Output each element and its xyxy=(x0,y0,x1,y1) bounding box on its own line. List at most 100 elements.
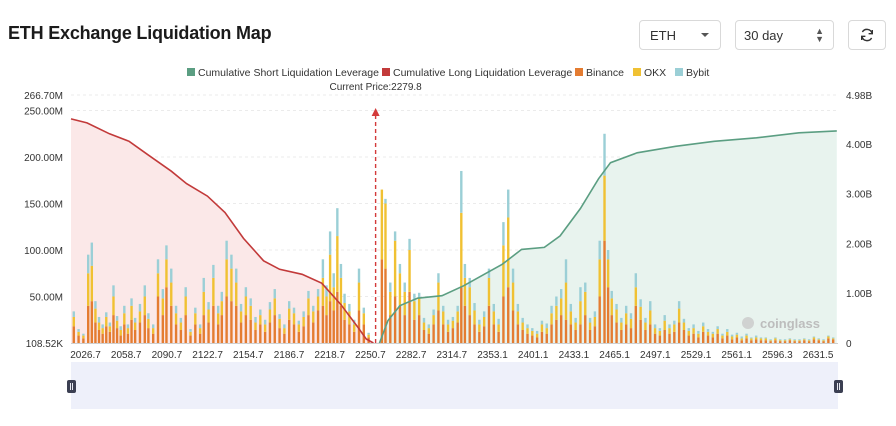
bar-binance xyxy=(198,333,202,343)
bar-binance xyxy=(706,335,710,343)
bar-okx xyxy=(292,313,296,325)
bar-okx xyxy=(663,320,666,330)
bar-okx xyxy=(87,273,90,306)
bar-binance xyxy=(759,340,763,343)
bar-bybit xyxy=(138,303,142,312)
bar-bybit xyxy=(254,316,257,323)
bar-binance xyxy=(72,326,75,343)
bar-okx xyxy=(156,273,160,297)
bar-okx xyxy=(393,240,397,297)
bar-okx xyxy=(497,324,500,332)
bar-okx xyxy=(759,338,763,341)
bar-okx xyxy=(559,298,563,316)
bar-bybit xyxy=(697,330,700,334)
range-slider-right-handle[interactable] xyxy=(834,380,843,393)
bar-binance xyxy=(82,338,85,343)
bar-binance xyxy=(189,335,192,343)
bar-binance xyxy=(207,322,210,343)
period-select[interactable]: 30 day ▲ ▼ xyxy=(735,20,834,50)
bar-okx xyxy=(603,175,606,241)
bar-bybit xyxy=(398,263,402,274)
bar-bybit xyxy=(535,330,539,334)
bar-okx xyxy=(321,277,325,306)
bar-okx xyxy=(726,331,729,336)
bar-bybit xyxy=(297,320,301,325)
bar-okx xyxy=(644,322,647,330)
bar-binance xyxy=(94,322,97,343)
bar-binance xyxy=(235,305,238,343)
bar-binance xyxy=(108,331,112,343)
bar-bybit xyxy=(367,332,370,335)
bar-bybit xyxy=(550,305,553,314)
bar-binance xyxy=(212,305,215,343)
bar-binance xyxy=(126,333,130,343)
bar-binance xyxy=(769,341,772,343)
x-tick-label: 2353.1 xyxy=(477,350,508,361)
bar-binance xyxy=(393,296,397,343)
bar-binance xyxy=(653,333,657,343)
bar-binance xyxy=(598,296,601,343)
bar-okx xyxy=(516,311,520,325)
bar-okx xyxy=(152,328,155,334)
bar-okx xyxy=(348,311,351,325)
x-tick-label: 2561.1 xyxy=(721,350,752,361)
bar-bybit xyxy=(702,322,705,327)
bar-bybit xyxy=(413,293,416,302)
bar-binance xyxy=(673,331,676,343)
bar-binance xyxy=(615,322,618,343)
bar-okx xyxy=(451,320,455,329)
period-select-value: 30 day xyxy=(744,27,784,43)
bar-bybit xyxy=(588,317,592,323)
bar-bybit xyxy=(328,231,332,255)
bar-okx xyxy=(687,330,690,336)
bar-okx xyxy=(745,335,748,339)
bar-binance xyxy=(555,319,558,343)
bar-binance xyxy=(473,324,476,343)
y-left-tick-label: 100.00M xyxy=(24,246,63,257)
bar-okx xyxy=(112,296,115,316)
bar-bybit xyxy=(123,305,126,314)
bar-okx xyxy=(774,338,777,341)
bar-okx xyxy=(207,309,210,323)
bar-binance xyxy=(384,268,387,343)
y-right-tick-label: 0 xyxy=(846,339,852,350)
bar-binance xyxy=(133,329,137,343)
bar-bybit xyxy=(817,338,820,340)
bar-bybit xyxy=(312,305,315,312)
bar-binance xyxy=(184,315,187,343)
bar-okx xyxy=(77,331,80,336)
bar-okx xyxy=(297,324,301,332)
legend-swatch xyxy=(575,68,583,76)
bar-binance xyxy=(702,331,705,343)
range-slider-left-handle[interactable] xyxy=(67,380,76,393)
refresh-button[interactable] xyxy=(848,20,886,50)
bar-okx xyxy=(564,282,568,320)
bar-bybit xyxy=(668,324,671,329)
bar-okx xyxy=(216,313,220,325)
symbol-select[interactable]: ETH xyxy=(639,20,721,50)
bar-bybit xyxy=(521,317,524,323)
bar-binance xyxy=(287,319,291,343)
bar-bybit xyxy=(133,317,137,323)
bar-bybit xyxy=(764,337,767,339)
bar-binance xyxy=(588,329,592,343)
bar-bybit xyxy=(198,324,202,329)
bar-okx xyxy=(442,311,445,325)
bar-bybit xyxy=(677,301,681,309)
bar-okx xyxy=(198,328,202,334)
bar-okx xyxy=(108,326,112,332)
bar-binance xyxy=(90,301,94,343)
x-tick-label: 2631.5 xyxy=(803,350,834,361)
bar-binance xyxy=(788,340,792,343)
bar-binance xyxy=(336,291,339,343)
bar-okx xyxy=(764,338,767,341)
bar-bybit xyxy=(511,268,515,283)
bar-binance xyxy=(831,339,835,343)
bar-binance xyxy=(292,324,296,343)
bar-okx xyxy=(90,265,94,302)
range-slider-track[interactable] xyxy=(71,362,838,409)
bar-okx xyxy=(584,291,587,316)
bar-bybit xyxy=(740,336,743,339)
bar-binance xyxy=(649,324,652,343)
bar-binance xyxy=(259,324,262,343)
